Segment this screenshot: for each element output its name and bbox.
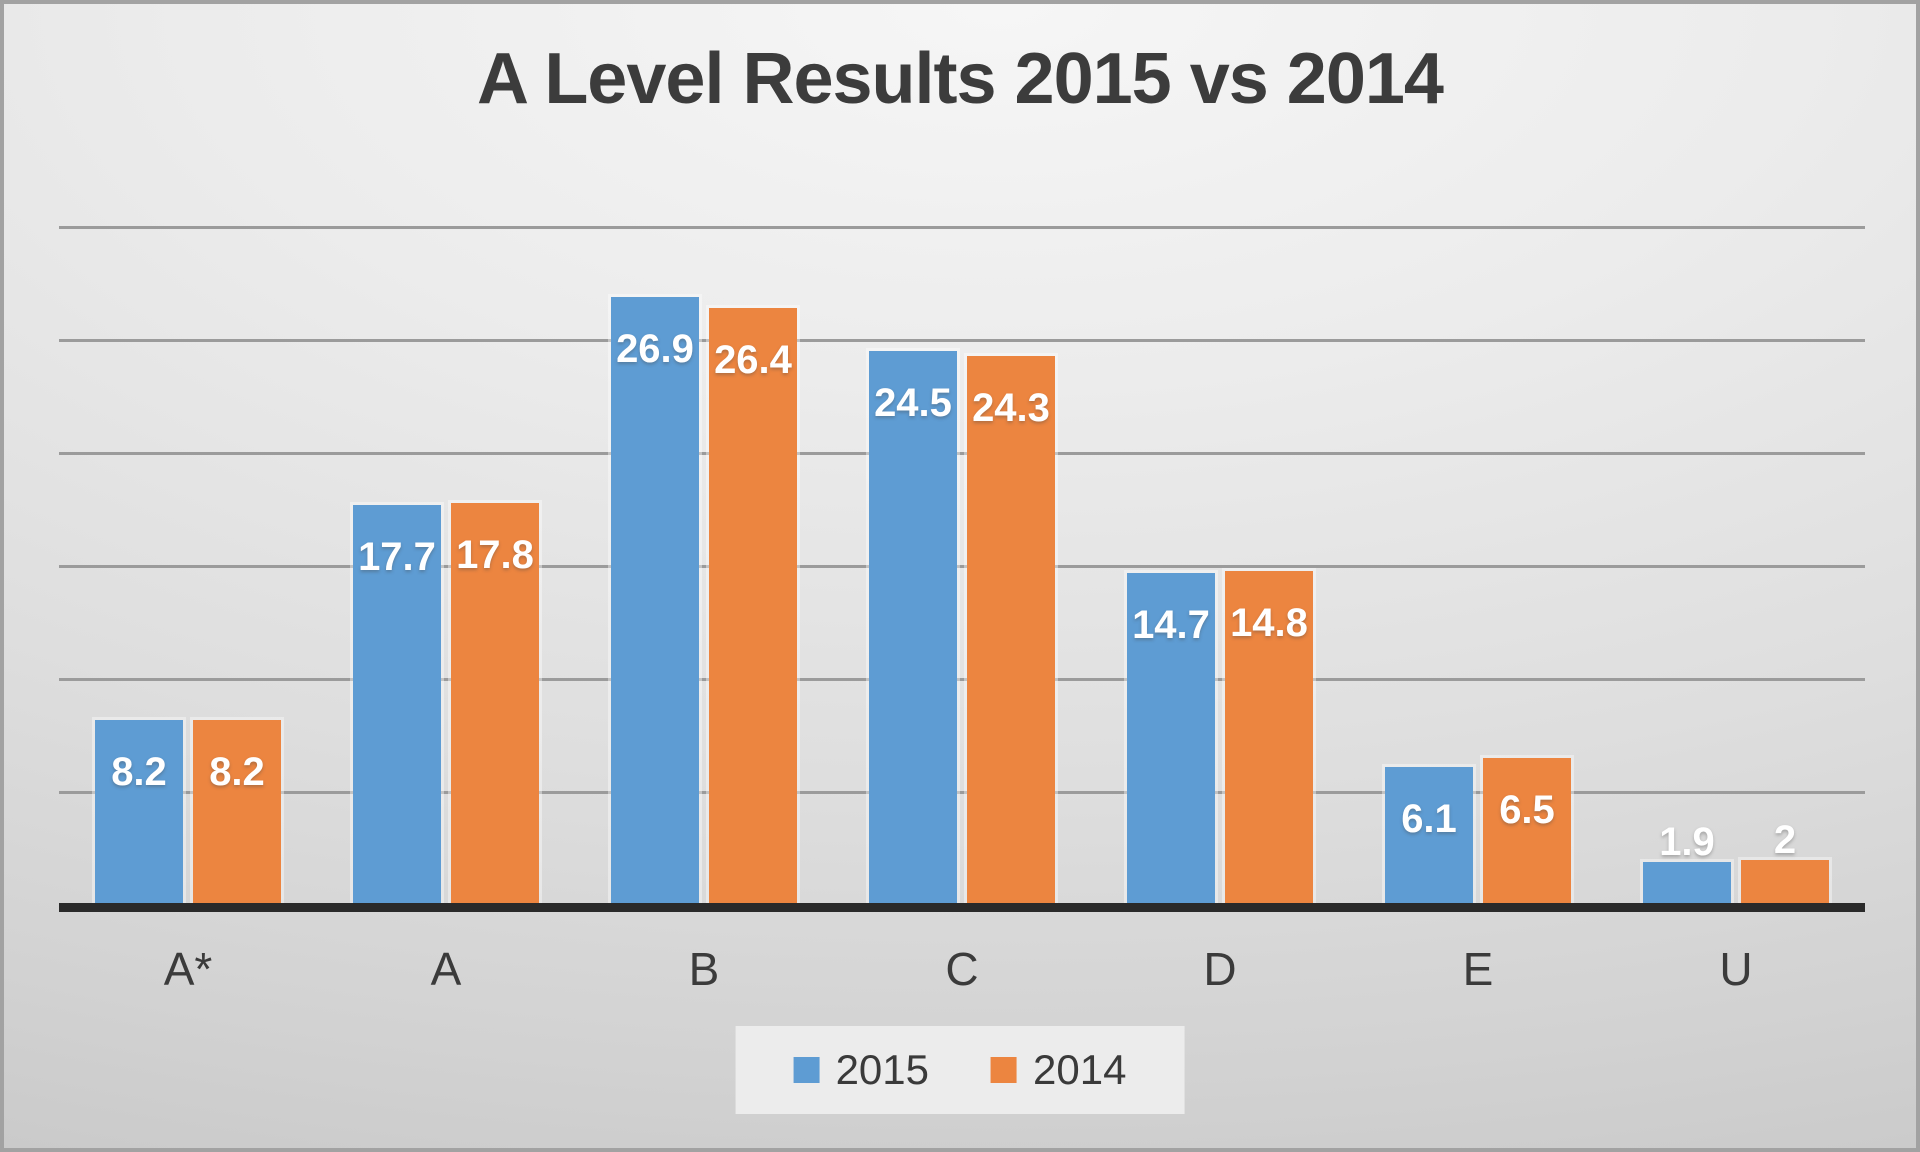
bar-2014-D[interactable]: 14.8 bbox=[1225, 570, 1313, 905]
x-axis-label-U: U bbox=[1719, 943, 1753, 995]
bar-value-label: 14.7 bbox=[1132, 602, 1210, 647]
bar-group-D: 14.7 14.8 bbox=[1091, 199, 1349, 905]
x-axis-label-A: A bbox=[430, 943, 462, 995]
x-axis-labels: A* A B C D E U bbox=[59, 942, 1865, 996]
bar-value-label: 6.1 bbox=[1401, 797, 1457, 842]
bars-layer: 8.2 8.2 17.7 17.8 26.9 26.4 24.5 24.3 14.7 14.8 6.… bbox=[59, 199, 1865, 905]
bar-group-B: 26.9 26.4 bbox=[575, 199, 833, 905]
bar-2014-B[interactable]: 26.4 bbox=[709, 308, 797, 905]
bar-2014-A[interactable]: 17.8 bbox=[451, 502, 539, 905]
legend-swatch-2015-icon bbox=[793, 1057, 820, 1083]
bar-2015-B[interactable]: 26.9 bbox=[611, 297, 699, 905]
legend-label-2014: 2014 bbox=[1033, 1046, 1127, 1093]
bar-value-label: 24.3 bbox=[972, 385, 1050, 430]
legend-item-2014[interactable]: 2014 bbox=[991, 1046, 1126, 1094]
gridline bbox=[59, 565, 1865, 568]
bar-value-label: 6.5 bbox=[1499, 788, 1555, 833]
x-axis-label-C: C bbox=[945, 943, 979, 995]
bar-value-label: 2 bbox=[1773, 817, 1797, 862]
bar-2015-A[interactable]: 17.7 bbox=[353, 504, 441, 905]
bar-group-A: 17.7 17.8 bbox=[317, 199, 575, 905]
chart-title: A Level Results 2015 vs 2014 bbox=[477, 39, 1444, 119]
plot-area: 8.2 8.2 17.7 17.8 26.9 26.4 24.5 24.3 14.7 14.8 6.… bbox=[59, 199, 1865, 905]
legend-item-2015[interactable]: 2015 bbox=[793, 1046, 929, 1094]
bar-value-label: 1.9 bbox=[1659, 820, 1715, 865]
gridline bbox=[59, 678, 1865, 681]
bar-value-label: 24.5 bbox=[874, 381, 952, 426]
x-axis-line bbox=[59, 903, 1865, 912]
legend-label-2015: 2015 bbox=[835, 1046, 929, 1093]
legend: 2015 2014 bbox=[735, 1026, 1185, 1114]
bar-2015-E[interactable]: 6.1 bbox=[1385, 767, 1473, 905]
bar-group-A*: 8.2 8.2 bbox=[59, 199, 317, 905]
bar-2015-C[interactable]: 24.5 bbox=[869, 351, 957, 905]
x-axis-label-D: D bbox=[1203, 943, 1237, 995]
gridline bbox=[59, 791, 1865, 794]
bar-value-label: 17.8 bbox=[456, 532, 534, 577]
bar-value-label: 26.4 bbox=[714, 338, 792, 383]
bar-value-label: 8.2 bbox=[209, 749, 265, 794]
bar-group-U: 1.9 2 bbox=[1607, 199, 1865, 905]
bar-value-label: 14.8 bbox=[1230, 600, 1308, 645]
bar-value-label: 17.7 bbox=[358, 534, 436, 579]
bar-2015-U[interactable]: 1.9 bbox=[1643, 820, 1731, 905]
bar-2014-C[interactable]: 24.3 bbox=[967, 355, 1055, 905]
gridline bbox=[59, 339, 1865, 342]
x-axis-label-A*: A* bbox=[163, 943, 213, 995]
x-axis-label-B: B bbox=[688, 943, 720, 995]
gridline bbox=[59, 452, 1865, 455]
bar-2015-A*[interactable]: 8.2 bbox=[95, 719, 183, 905]
bar-value-label: 8.2 bbox=[111, 749, 167, 794]
x-axis-label-E: E bbox=[1462, 943, 1494, 995]
bar-group-C: 24.5 24.3 bbox=[833, 199, 1091, 905]
bar-2014-E[interactable]: 6.5 bbox=[1483, 758, 1571, 905]
bar-group-E: 6.1 6.5 bbox=[1349, 199, 1607, 905]
bar-2015-D[interactable]: 14.7 bbox=[1127, 572, 1215, 905]
gridline bbox=[59, 226, 1865, 229]
bar-2014-A*[interactable]: 8.2 bbox=[193, 719, 281, 905]
legend-swatch-2014-icon bbox=[991, 1057, 1017, 1083]
bar-2014-U[interactable]: 2 bbox=[1741, 818, 1829, 905]
bar-value-label: 26.9 bbox=[616, 327, 694, 372]
